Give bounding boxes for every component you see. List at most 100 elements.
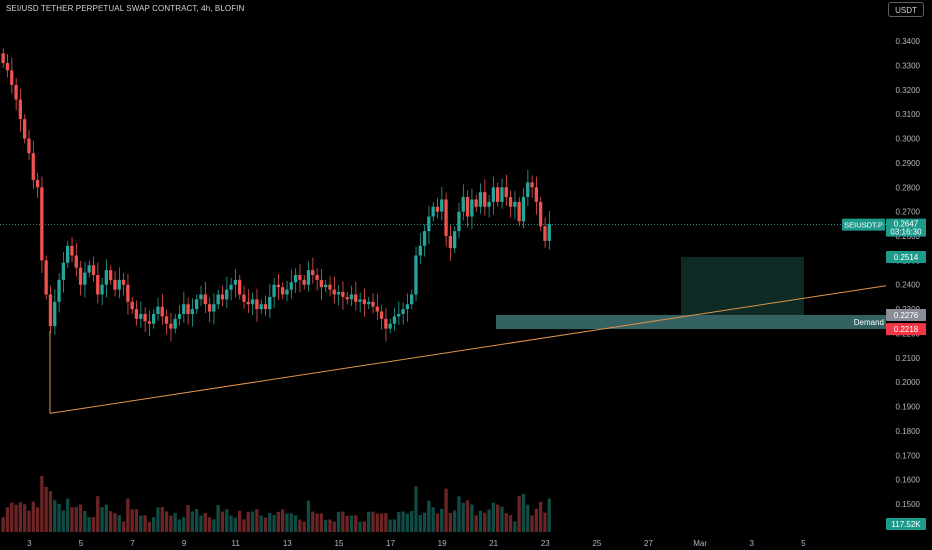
volume-bar (35, 507, 40, 532)
candle (100, 284, 104, 295)
candle (152, 313, 156, 324)
volume-bar (513, 521, 517, 532)
candle (143, 313, 147, 322)
x-tick-label: 21 (489, 539, 498, 548)
currency-button[interactable]: USDT (888, 2, 924, 17)
candle (487, 201, 491, 207)
candle (410, 294, 414, 305)
y-tick-label: 0.3100 (896, 110, 921, 119)
volume-bar (139, 515, 143, 532)
candle (40, 187, 44, 261)
candle (371, 301, 375, 307)
candle (1, 53, 5, 64)
volume-bar (517, 496, 521, 532)
volume-bar (315, 513, 319, 532)
y-tick-label: 0.1700 (896, 451, 921, 460)
volume-bar (281, 509, 285, 532)
volume-bar (130, 509, 134, 532)
y-tick-label: 0.1900 (896, 403, 921, 412)
price-axis[interactable]: 0.3400 0.3300 0.3200 0.3100 0.3000 0.2900 0.28… (896, 37, 921, 509)
candle (281, 287, 285, 295)
volume-bar (470, 504, 474, 532)
candle (160, 306, 164, 317)
volume-bar (100, 507, 104, 532)
candle (53, 301, 57, 327)
candle (293, 275, 298, 283)
candle (246, 301, 250, 305)
candle (311, 270, 315, 275)
volume-bar (207, 517, 212, 532)
candle (27, 138, 31, 154)
volume-bar (113, 513, 117, 532)
volume-bar (104, 504, 108, 532)
candle (362, 299, 366, 305)
volume-bar (349, 515, 354, 532)
volume-bar (23, 504, 27, 532)
y-tick-label: 0.2900 (896, 159, 921, 168)
volume-bar (319, 513, 323, 532)
candle (539, 201, 543, 227)
volume-bar (336, 511, 341, 532)
candle (388, 323, 392, 329)
candle (268, 296, 272, 310)
candle (78, 267, 83, 285)
volume-bar (10, 502, 14, 532)
y-tick-label: 0.3000 (896, 135, 921, 144)
candle (250, 299, 255, 305)
candle (130, 301, 134, 310)
volume-bar (229, 515, 233, 532)
candle (496, 187, 500, 202)
volume-bar (354, 515, 358, 532)
volume-bar (5, 507, 10, 532)
candle (83, 272, 87, 285)
volume-bar (134, 509, 139, 532)
candle (427, 216, 431, 232)
volume-bar (250, 511, 255, 532)
volume-bar (182, 517, 186, 532)
candle (504, 187, 508, 198)
volume-bar (328, 519, 332, 532)
candle (147, 321, 151, 324)
volume-bar (491, 502, 495, 532)
candle (220, 294, 225, 300)
candle (349, 294, 354, 300)
volume-bar (216, 505, 220, 532)
candle (276, 284, 280, 288)
candle (18, 99, 22, 120)
candle (526, 182, 530, 198)
candle (332, 289, 336, 295)
volume-bar (448, 512, 452, 532)
candle (298, 275, 302, 280)
candle (319, 279, 323, 288)
x-tick-label: 13 (283, 539, 292, 548)
volume-bar (293, 515, 298, 532)
volume-bar (48, 491, 53, 532)
volume-tag: 117.52K (891, 520, 921, 529)
candle (491, 187, 495, 202)
candle (117, 279, 121, 290)
candle (345, 296, 349, 300)
candle (229, 284, 233, 290)
volume-bar (345, 515, 349, 532)
volume-bar (160, 507, 164, 532)
volume-bar (298, 519, 302, 532)
volume-bar (91, 517, 96, 532)
volume-bars (1, 476, 551, 532)
time-axis[interactable]: 3 5 7 9 11 13 15 17 19 21 23 25 27 Mar 3 5 (27, 539, 806, 548)
volume-bar (268, 512, 272, 532)
candle (139, 313, 143, 319)
candle (521, 197, 526, 222)
bar-countdown: 03:16:30 (890, 228, 922, 237)
candle (186, 304, 190, 314)
candle (397, 313, 401, 317)
candle (203, 294, 207, 305)
candle (324, 284, 328, 288)
candle (517, 201, 521, 222)
candle (212, 304, 216, 312)
candle (199, 294, 203, 300)
candle (190, 309, 194, 314)
candle (66, 245, 70, 263)
x-tick-label: 11 (232, 539, 241, 548)
